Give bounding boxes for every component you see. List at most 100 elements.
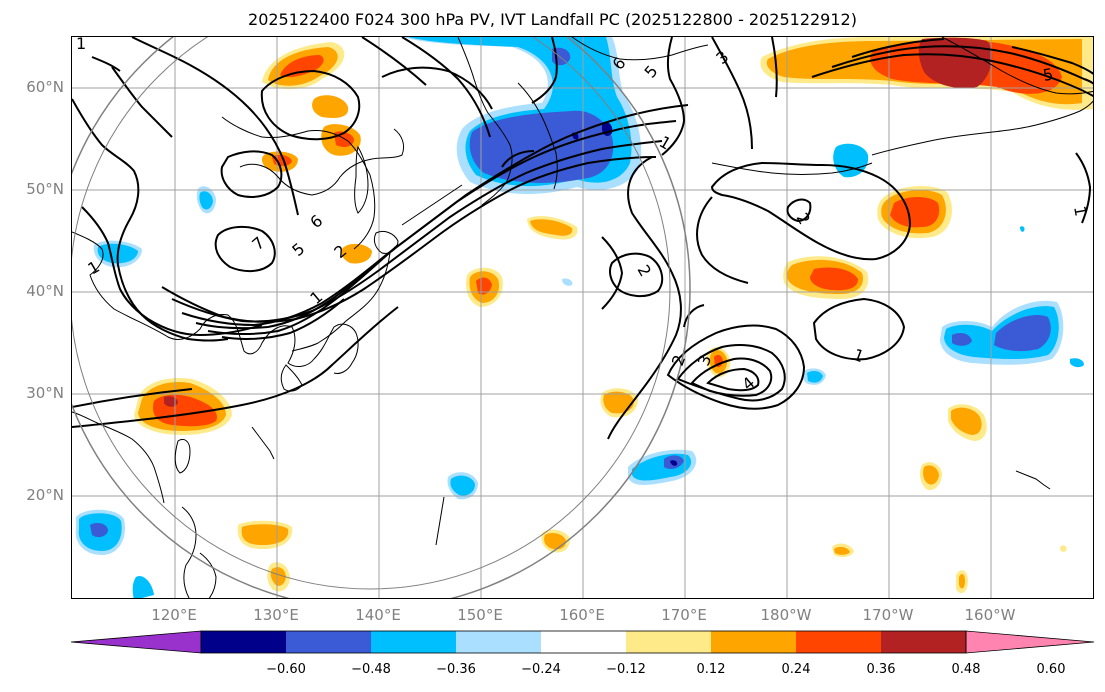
shade-blob xyxy=(476,277,492,295)
landfall-radius-ring xyxy=(72,37,691,598)
lat-label-40n: 40°N xyxy=(26,282,64,300)
lon-label-140e: 140°E xyxy=(355,606,401,624)
shade-blob xyxy=(923,465,939,485)
lon-label-160e: 160°E xyxy=(559,606,605,624)
coastline-alaska xyxy=(941,37,1093,95)
colorbar-tick-label: 0.48 xyxy=(951,662,981,677)
coastline-chukotka xyxy=(571,37,709,61)
map-title: 2025122400 F024 300 hPa PV, IVT Landfall… xyxy=(248,10,857,29)
colorbar-outline xyxy=(200,630,967,654)
contour-line xyxy=(666,324,806,410)
contour-line xyxy=(661,37,686,156)
colorbar xyxy=(70,630,1095,654)
coastline-kyushu xyxy=(280,364,303,392)
colorbar-tick-label: −0.48 xyxy=(351,662,391,677)
colorbar-segment xyxy=(456,631,541,653)
colorbar-segment xyxy=(626,631,711,653)
shade-blob xyxy=(994,314,1051,352)
coastline-hokkaido xyxy=(373,230,399,254)
colorbar-tick-label: −0.60 xyxy=(266,662,306,677)
contour-label: 5 xyxy=(641,62,662,82)
coastline-philippines xyxy=(199,552,217,598)
shade-blob xyxy=(199,191,213,210)
coastline-asia xyxy=(72,231,359,374)
shade-blob xyxy=(1060,545,1067,552)
contour-label: 5 xyxy=(288,239,308,260)
contour-label: 3 xyxy=(712,47,732,68)
shade-blob xyxy=(562,278,573,286)
contour-label: 2 xyxy=(668,352,689,368)
shade-blob xyxy=(918,37,993,89)
colorbar-tick-label: −0.24 xyxy=(521,662,561,677)
contour-line xyxy=(601,236,624,310)
shade-blob xyxy=(603,391,634,414)
contour-line xyxy=(710,161,912,261)
shade-blob xyxy=(834,546,850,555)
contour-line xyxy=(696,196,749,284)
shade-blob xyxy=(959,573,965,589)
colorbar-tick-label: −0.36 xyxy=(436,662,476,677)
contour-line xyxy=(812,297,906,361)
contour-line xyxy=(260,69,361,141)
lat-label-30n: 30°N xyxy=(26,384,64,402)
coastline-taiwan xyxy=(174,438,191,474)
shade-blob xyxy=(952,333,972,346)
contour-line xyxy=(683,304,705,328)
contour-line xyxy=(361,37,427,86)
lon-label-180w: 180°W xyxy=(760,606,812,624)
coastline-nansei xyxy=(251,426,275,460)
shade-blob xyxy=(890,197,940,228)
contour-line xyxy=(81,206,263,337)
shade-blob xyxy=(450,475,475,496)
shade-blob xyxy=(280,55,324,78)
landfall-radius-ring xyxy=(72,37,671,590)
contour-label: 1 xyxy=(76,37,86,53)
contour-line xyxy=(711,37,753,150)
contour-line xyxy=(706,367,760,392)
contour-line xyxy=(609,252,664,297)
contour-label: 7 xyxy=(248,233,268,254)
contour-line xyxy=(811,53,1093,98)
contour-label: 5 xyxy=(1041,64,1054,84)
shade-blob xyxy=(132,576,154,598)
lon-label-120e: 120°E xyxy=(151,606,197,624)
contour-line xyxy=(72,98,229,342)
colorbar-tick-label: 0.12 xyxy=(696,662,726,677)
lat-label-50n: 50°N xyxy=(26,180,64,198)
coastline-kamchatka xyxy=(457,37,513,206)
colorbar-segment xyxy=(371,631,456,653)
lon-label-170e: 170°E xyxy=(661,606,707,624)
contour-line xyxy=(207,244,399,335)
colorbar-segment xyxy=(541,631,626,653)
map-canvas: 1 1 2 5 6 7 1 5 6 3 2 2 2 3 4 1 1 5 1 xyxy=(72,37,1093,598)
contour-line xyxy=(401,37,491,138)
contour-line xyxy=(851,38,945,58)
shade-blob xyxy=(341,243,372,264)
coastline-honshu xyxy=(291,252,391,352)
lon-label-170w: 170°W xyxy=(862,606,914,624)
lat-label-60n: 60°N xyxy=(26,78,64,96)
contour-label: 2 xyxy=(634,262,656,280)
contour-line xyxy=(171,140,663,323)
contour-line xyxy=(501,150,535,168)
coastline-philippines xyxy=(181,506,197,598)
shade-blob xyxy=(1070,358,1084,368)
contour-line xyxy=(91,56,121,72)
colorbar-extend-max xyxy=(965,630,1095,654)
coastline-asia xyxy=(72,411,165,504)
shade-blob xyxy=(670,460,678,466)
contour-label: 1 xyxy=(851,345,867,366)
ivt-contours xyxy=(72,37,1093,440)
colorbar-tick-label: −0.12 xyxy=(606,662,646,677)
shade-blob xyxy=(544,533,566,550)
shade-blob xyxy=(530,219,573,236)
contour-label: 1 xyxy=(1070,204,1090,217)
colorbar-segment xyxy=(286,631,371,653)
contour-line xyxy=(690,357,773,397)
contour-line xyxy=(381,66,493,110)
coastline-siberia xyxy=(239,128,405,196)
shade-blob xyxy=(1020,226,1025,232)
shade-blob xyxy=(810,267,858,291)
contour-line xyxy=(195,104,689,330)
lat-label-20n: 20°N xyxy=(26,486,64,504)
